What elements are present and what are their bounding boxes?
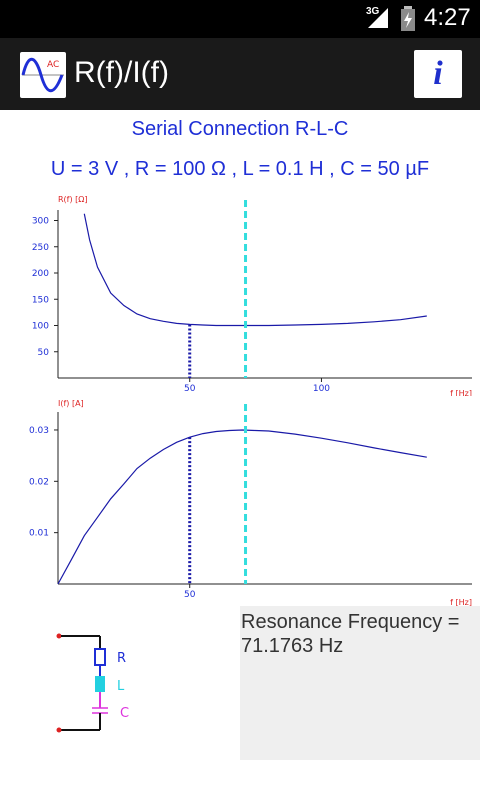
data-curve <box>57 429 427 585</box>
y-tick-label: 0.02 <box>29 477 49 487</box>
clock: 4:27 <box>424 4 471 31</box>
x-axis-label: f [Hz] <box>450 598 472 607</box>
y-tick-label: 250 <box>32 243 49 253</box>
data-curve <box>83 213 427 327</box>
circuit-diagram: R L C <box>56 633 129 733</box>
x-tick-label: 50 <box>184 590 196 600</box>
network-type: 3G <box>366 6 380 17</box>
battery-icon <box>401 6 415 31</box>
y-tick-label: 100 <box>32 322 49 332</box>
y-tick-label: 300 <box>32 217 49 227</box>
terminal-top <box>56 633 62 639</box>
sine-wave-icon: AC <box>21 57 64 93</box>
y-tick-label: 0.01 <box>29 529 49 539</box>
signal-icon <box>368 8 388 28</box>
app-icon-label: AC <box>47 60 59 70</box>
resonance-value: 71.1763 Hz <box>241 635 344 657</box>
x-tick-label: 100 <box>313 384 330 394</box>
page-heading: Serial Connection R-L-C <box>131 118 349 140</box>
capacitor-label: C <box>120 706 129 721</box>
resistance-chart: R(f) [Ω] f [Hz] 50 100 150 200 250 300 50 100 <box>32 196 472 396</box>
circuit-parameters: U = 3 V , R = 100 Ω , L = 0.1 H , C = 50… <box>50 158 430 180</box>
y-tick-label: 150 <box>32 295 49 305</box>
app-icon[interactable]: AC <box>20 52 66 98</box>
resonance-result: Resonance Frequency = 71.1763 Hz <box>240 606 480 760</box>
inductor-symbol <box>95 676 105 692</box>
terminal-bottom <box>56 727 62 733</box>
current-chart: I(f) [A] f [Hz] 0.01 0.02 0.03 50 <box>29 399 472 607</box>
y-axis-label: R(f) [Ω] <box>58 196 88 204</box>
app-title: R(f)/I(f) <box>74 56 169 89</box>
inductor-label: L <box>117 679 125 694</box>
y-tick-label: 50 <box>38 348 50 358</box>
y-tick-label: 0.03 <box>29 426 49 436</box>
resonance-label: Resonance Frequency = <box>241 611 460 633</box>
status-bar: 3G 4:27 <box>0 0 480 38</box>
y-axis-label: I(f) [A] <box>58 399 84 408</box>
x-axis-label: f [Hz] <box>450 389 472 396</box>
action-bar: AC R(f)/I(f) i <box>0 38 480 110</box>
y-tick-label: 200 <box>32 269 49 279</box>
resistor-label: R <box>117 651 126 666</box>
info-button[interactable]: i <box>414 50 462 98</box>
resistor-symbol <box>94 648 106 666</box>
x-tick-label: 50 <box>184 384 196 394</box>
